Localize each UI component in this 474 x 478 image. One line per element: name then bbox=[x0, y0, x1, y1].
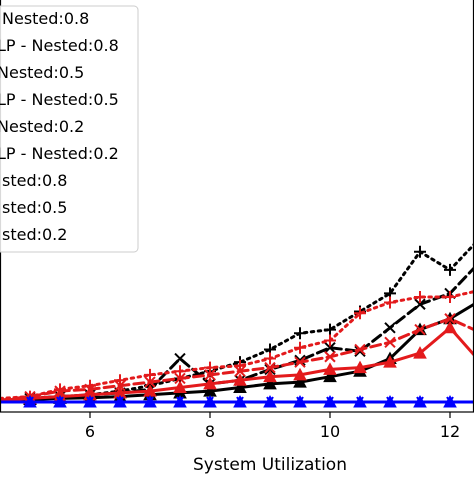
data-point bbox=[353, 360, 367, 374]
data-point bbox=[443, 320, 457, 334]
data-point bbox=[263, 376, 277, 390]
series-8 bbox=[0, 394, 474, 408]
data-point bbox=[414, 323, 426, 336]
legend-box bbox=[0, 5, 139, 253]
legend-entry: Nested:0.5 bbox=[0, 63, 84, 82]
data-point bbox=[413, 346, 427, 359]
data-point bbox=[444, 291, 456, 304]
legend-entry: LP - Nested:0.5 bbox=[0, 90, 119, 109]
data-point bbox=[143, 394, 157, 408]
data-point bbox=[113, 394, 127, 408]
data-point bbox=[173, 380, 187, 394]
data-point bbox=[324, 351, 336, 363]
data-point bbox=[323, 369, 337, 383]
data-point bbox=[144, 368, 156, 381]
data-point bbox=[234, 365, 246, 377]
data-point bbox=[354, 343, 366, 356]
data-point bbox=[174, 352, 186, 365]
data-point bbox=[414, 245, 426, 258]
data-point bbox=[114, 380, 126, 392]
data-point bbox=[293, 394, 307, 408]
series-line bbox=[0, 290, 474, 400]
data-point bbox=[263, 369, 277, 383]
data-point bbox=[414, 298, 426, 310]
data-point bbox=[174, 372, 186, 385]
data-point bbox=[384, 336, 396, 348]
data-point bbox=[203, 376, 217, 390]
data-point bbox=[323, 394, 337, 408]
data-point bbox=[293, 367, 307, 381]
data-point bbox=[53, 394, 67, 408]
x-axis-label: System Utilization bbox=[193, 455, 347, 474]
data-point bbox=[144, 376, 156, 388]
data-point bbox=[174, 365, 186, 378]
data-point bbox=[233, 394, 247, 408]
data-point bbox=[233, 380, 247, 394]
data-point bbox=[23, 394, 37, 408]
x-tick-label: 8 bbox=[205, 422, 215, 441]
legend-entry: Nested:0.8 bbox=[2, 9, 89, 28]
legend: Nested:0.8 LP - Nested:0.8 Nested:0.5 LP - … bbox=[0, 5, 139, 253]
data-point bbox=[324, 334, 336, 347]
x-tick-label: 12 bbox=[440, 422, 460, 441]
data-point bbox=[444, 313, 456, 325]
data-point bbox=[324, 323, 336, 336]
legend-entry: LP - Nested:0.8 bbox=[0, 36, 119, 55]
data-point bbox=[293, 375, 307, 388]
data-point bbox=[353, 394, 367, 408]
data-point bbox=[233, 373, 247, 386]
legend-entry: sted:0.8 bbox=[2, 171, 67, 190]
data-point bbox=[294, 327, 306, 340]
series-5 bbox=[0, 313, 474, 403]
data-point bbox=[413, 394, 427, 408]
data-point bbox=[384, 322, 396, 334]
data-point bbox=[83, 394, 97, 408]
x-tick-label: 6 bbox=[85, 422, 95, 441]
data-point bbox=[294, 356, 306, 368]
data-point bbox=[354, 307, 366, 320]
legend-entry: Nested:0.2 bbox=[0, 117, 84, 136]
data-point bbox=[204, 361, 216, 374]
legend-entry: sted:0.2 bbox=[2, 225, 67, 244]
data-point bbox=[323, 362, 337, 375]
data-point bbox=[204, 369, 216, 381]
data-point bbox=[294, 341, 306, 354]
data-point bbox=[264, 352, 276, 365]
data-point bbox=[443, 394, 457, 408]
data-point bbox=[383, 394, 397, 408]
data-point bbox=[384, 296, 396, 309]
data-point bbox=[173, 394, 187, 408]
x-tick-label: 10 bbox=[320, 422, 340, 441]
series-6 bbox=[0, 320, 474, 404]
legend-entry: LP - Nested:0.2 bbox=[0, 144, 119, 163]
data-point bbox=[324, 341, 336, 354]
data-point bbox=[263, 394, 277, 408]
data-point bbox=[414, 291, 426, 304]
data-point bbox=[264, 361, 276, 374]
data-point bbox=[383, 355, 397, 368]
legend-entry: sted:0.5 bbox=[2, 198, 67, 217]
data-point bbox=[444, 263, 456, 276]
data-point bbox=[203, 394, 217, 408]
